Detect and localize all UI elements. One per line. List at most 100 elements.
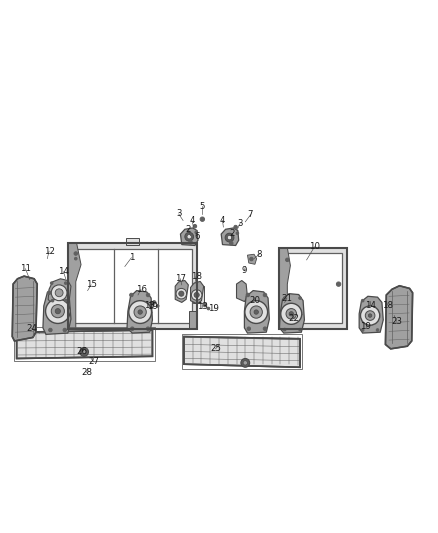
Circle shape <box>286 309 297 319</box>
Text: 2: 2 <box>186 225 191 234</box>
Bar <box>73 248 192 324</box>
Text: 24: 24 <box>26 324 37 333</box>
Circle shape <box>176 288 187 299</box>
Circle shape <box>361 300 364 302</box>
Circle shape <box>263 327 267 330</box>
Circle shape <box>146 293 150 297</box>
Text: 3: 3 <box>176 209 181 219</box>
Circle shape <box>55 309 60 314</box>
Circle shape <box>361 329 364 332</box>
Circle shape <box>286 258 289 262</box>
Polygon shape <box>175 280 188 302</box>
Circle shape <box>225 233 234 242</box>
Text: 19: 19 <box>360 322 371 332</box>
Text: 8: 8 <box>257 250 262 259</box>
Circle shape <box>63 291 67 295</box>
Polygon shape <box>68 243 197 329</box>
Circle shape <box>64 300 67 302</box>
Circle shape <box>368 314 372 317</box>
Circle shape <box>299 297 301 300</box>
Polygon shape <box>385 286 413 349</box>
Circle shape <box>283 328 286 331</box>
Circle shape <box>74 252 78 255</box>
Text: 3: 3 <box>237 219 243 228</box>
Circle shape <box>82 350 86 354</box>
Circle shape <box>234 225 237 229</box>
Circle shape <box>245 301 268 324</box>
Polygon shape <box>127 290 152 333</box>
Text: 26: 26 <box>77 348 88 357</box>
Text: 18: 18 <box>191 272 202 281</box>
Text: 12: 12 <box>43 247 55 256</box>
Polygon shape <box>279 248 347 329</box>
Polygon shape <box>221 228 239 246</box>
Text: 21: 21 <box>281 294 293 303</box>
Text: 2: 2 <box>230 229 235 238</box>
Circle shape <box>193 224 197 228</box>
Circle shape <box>179 291 184 296</box>
Text: 22: 22 <box>289 314 300 322</box>
Circle shape <box>230 241 233 245</box>
Circle shape <box>207 307 210 310</box>
Circle shape <box>241 359 250 367</box>
Circle shape <box>250 257 253 261</box>
Circle shape <box>134 306 146 318</box>
Text: 10: 10 <box>309 243 320 251</box>
Text: 15: 15 <box>85 280 97 289</box>
Circle shape <box>51 300 54 302</box>
Text: 13: 13 <box>144 301 155 310</box>
Text: 6: 6 <box>194 232 200 241</box>
Text: 1: 1 <box>129 253 134 262</box>
Circle shape <box>200 217 205 221</box>
Polygon shape <box>191 281 204 304</box>
Circle shape <box>246 293 250 297</box>
Text: 5: 5 <box>200 201 205 211</box>
Text: 19: 19 <box>147 302 158 311</box>
Circle shape <box>299 328 301 331</box>
Text: 20: 20 <box>249 296 261 305</box>
Polygon shape <box>17 330 152 359</box>
Text: 18: 18 <box>382 301 393 310</box>
Circle shape <box>195 231 198 233</box>
Text: 9: 9 <box>242 266 247 276</box>
Circle shape <box>64 282 67 285</box>
Circle shape <box>289 312 293 316</box>
Circle shape <box>365 311 375 320</box>
Circle shape <box>152 301 156 304</box>
Polygon shape <box>189 311 197 329</box>
Circle shape <box>243 361 247 365</box>
Circle shape <box>131 327 134 330</box>
Bar <box>14 327 155 361</box>
Circle shape <box>55 289 63 297</box>
Text: 23: 23 <box>391 317 402 326</box>
Polygon shape <box>184 336 300 367</box>
Circle shape <box>376 329 379 332</box>
Polygon shape <box>279 294 304 333</box>
Circle shape <box>336 282 341 286</box>
Text: 4: 4 <box>220 216 225 225</box>
Circle shape <box>187 235 191 239</box>
Polygon shape <box>48 279 71 306</box>
Text: 4: 4 <box>189 216 194 225</box>
Text: 11: 11 <box>20 264 31 273</box>
Polygon shape <box>126 238 139 246</box>
Circle shape <box>138 310 142 314</box>
Circle shape <box>47 291 51 295</box>
Circle shape <box>263 293 267 297</box>
Text: 14: 14 <box>58 267 69 276</box>
Circle shape <box>80 348 88 356</box>
Circle shape <box>129 301 152 324</box>
Circle shape <box>46 299 70 324</box>
Circle shape <box>203 303 207 307</box>
Circle shape <box>146 327 150 330</box>
Bar <box>285 253 342 324</box>
Text: 19: 19 <box>208 304 219 313</box>
Circle shape <box>191 290 202 300</box>
Circle shape <box>49 328 52 332</box>
Circle shape <box>74 257 77 260</box>
Circle shape <box>360 306 380 325</box>
Text: 16: 16 <box>135 285 147 294</box>
Text: 28: 28 <box>81 368 92 377</box>
Circle shape <box>51 304 64 318</box>
Polygon shape <box>247 254 257 264</box>
